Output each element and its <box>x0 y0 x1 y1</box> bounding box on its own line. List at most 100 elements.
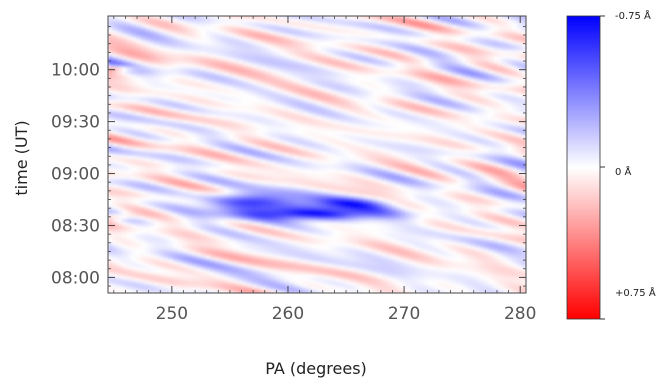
heatmap-cell <box>321 195 327 199</box>
heatmap-cell <box>516 187 522 190</box>
heatmap-cell <box>117 195 123 199</box>
heatmap-cell <box>498 234 504 238</box>
heatmap-cell <box>419 187 425 190</box>
heatmap-cell <box>284 249 290 253</box>
heatmap-cell <box>507 191 513 194</box>
heatmap-cell <box>460 265 467 269</box>
heatmap-cell <box>493 189 499 192</box>
heatmap-cell <box>145 238 151 242</box>
heatmap-cell <box>423 282 430 286</box>
heatmap-cell <box>163 201 169 205</box>
heatmap-cell <box>168 245 174 248</box>
heatmap-cell <box>349 232 355 236</box>
heatmap-cell <box>247 259 253 263</box>
heatmap-cell <box>140 288 146 292</box>
heatmap-cell <box>173 205 179 209</box>
heatmap-cell <box>502 243 509 246</box>
heatmap-cell <box>428 205 434 209</box>
heatmap-cell <box>108 278 114 282</box>
heatmap-cell <box>451 230 457 234</box>
heatmap-cell <box>265 272 272 275</box>
heatmap-cell <box>512 224 518 228</box>
heatmap-cell <box>126 255 132 259</box>
heatmap-cell <box>484 222 490 226</box>
heatmap-cell <box>163 214 169 217</box>
heatmap-cell <box>400 224 406 228</box>
heatmap-cell <box>270 249 276 253</box>
heatmap-cell <box>433 191 439 194</box>
heatmap-cell <box>493 205 499 209</box>
heatmap-cell <box>391 191 397 194</box>
heatmap-cell <box>340 214 346 217</box>
heatmap-cell <box>419 205 425 209</box>
heatmap-cell <box>233 263 239 267</box>
heatmap-cell <box>233 247 239 250</box>
heatmap-cell <box>210 276 216 280</box>
heatmap-cell <box>145 191 151 194</box>
heatmap-cell <box>159 224 165 228</box>
heatmap-cell <box>186 216 193 219</box>
heatmap-cell <box>265 251 272 255</box>
heatmap-cell <box>159 232 165 236</box>
heatmap-cell <box>507 265 513 269</box>
heatmap-cell <box>358 222 365 226</box>
heatmap-cell <box>395 280 402 284</box>
heatmap-cell <box>196 232 202 236</box>
heatmap-cell <box>279 232 286 236</box>
heatmap-cell <box>377 282 383 286</box>
heatmap-cell <box>233 274 239 277</box>
heatmap-cell <box>321 238 327 242</box>
heatmap-cell <box>344 222 351 226</box>
heatmap-cell <box>349 222 355 226</box>
heatmap-cell <box>284 257 290 261</box>
heatmap-cell <box>159 255 165 259</box>
heatmap-cell <box>354 253 360 257</box>
heatmap-cell <box>382 184 388 188</box>
heatmap-cell <box>335 255 341 259</box>
heatmap-cell <box>126 199 132 203</box>
heatmap-cell <box>131 238 137 242</box>
heatmap-cell <box>419 230 425 234</box>
heatmap-cell <box>354 184 360 188</box>
heatmap-cell <box>200 220 207 223</box>
heatmap-cell <box>275 211 281 215</box>
heatmap-cell <box>349 257 355 261</box>
heatmap-cell <box>363 205 369 209</box>
heatmap-cell <box>182 234 188 238</box>
heatmap-cell <box>382 282 388 286</box>
heatmap-cell <box>140 182 146 186</box>
heatmap-cell <box>219 214 225 217</box>
heatmap-cell <box>242 205 248 209</box>
heatmap-cell <box>210 220 216 223</box>
heatmap-cell <box>493 276 499 280</box>
heatmap-cell <box>191 286 197 290</box>
heatmap-cell <box>349 195 355 199</box>
heatmap-cell <box>265 224 272 228</box>
heatmap-cell <box>270 274 276 277</box>
heatmap-cell <box>186 255 193 259</box>
heatmap-cell <box>493 209 499 213</box>
heatmap-cell <box>186 268 193 271</box>
heatmap-cell <box>307 201 313 205</box>
heatmap-cell <box>447 207 453 211</box>
heatmap-cell <box>256 187 262 190</box>
heatmap-cell <box>363 249 369 253</box>
heatmap-cell <box>251 272 258 275</box>
heatmap-cell <box>196 234 202 238</box>
heatmap-cell <box>423 193 430 196</box>
heatmap-cell <box>493 257 499 261</box>
heatmap-cell <box>182 232 188 236</box>
heatmap-cell <box>312 280 318 284</box>
heatmap-cell <box>405 180 411 184</box>
heatmap-cell <box>219 236 225 240</box>
heatmap-cell <box>238 197 244 201</box>
heatmap-cell <box>191 189 197 192</box>
heatmap-cell <box>442 241 448 244</box>
heatmap-cell <box>488 263 495 267</box>
heatmap-cell <box>251 218 258 221</box>
heatmap-cell <box>460 230 467 234</box>
heatmap-cell <box>196 226 202 230</box>
heatmap-cell <box>233 257 239 261</box>
heatmap-cell <box>484 247 490 250</box>
heatmap-cell <box>210 280 216 284</box>
